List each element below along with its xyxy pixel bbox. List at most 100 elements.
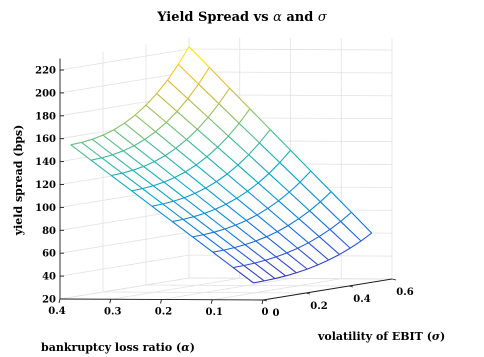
mesh-segment bbox=[259, 129, 271, 144]
mesh-segment bbox=[212, 249, 224, 253]
mesh-segment bbox=[238, 108, 251, 124]
mesh-segment bbox=[288, 181, 301, 193]
mesh-segment bbox=[156, 79, 168, 94]
mesh-segment bbox=[142, 188, 164, 205]
mesh-segment bbox=[318, 229, 331, 238]
surface-cell bbox=[233, 265, 265, 283]
mesh-segment bbox=[167, 79, 189, 100]
surface-cell bbox=[246, 214, 278, 237]
surface-cell bbox=[247, 182, 279, 209]
surface-cell bbox=[153, 182, 185, 202]
mesh-segment bbox=[279, 149, 291, 163]
mesh-segment bbox=[244, 244, 266, 261]
surface-cell bbox=[167, 64, 199, 99]
mesh-segment bbox=[243, 265, 265, 282]
surface-cell bbox=[308, 236, 340, 261]
mesh-segment bbox=[176, 111, 198, 130]
mesh-segment bbox=[102, 129, 114, 136]
mesh-segment bbox=[195, 156, 208, 166]
x-axis-label: volatility of EBIT (σ) bbox=[317, 330, 445, 343]
mesh-segment bbox=[156, 93, 178, 112]
mesh-segment bbox=[299, 170, 312, 183]
mesh-segment bbox=[142, 185, 154, 190]
surface-cell bbox=[198, 67, 230, 104]
mesh-segment bbox=[90, 159, 112, 176]
mesh-segment bbox=[257, 182, 279, 202]
y-tick-label: 0.4 bbox=[48, 306, 65, 317]
y-tick-label: 0.1 bbox=[206, 307, 223, 318]
mesh-segment bbox=[237, 164, 259, 184]
mesh-segment bbox=[224, 224, 236, 230]
chart-title: Yield Spread vs α and σ bbox=[156, 10, 328, 25]
mesh-segment bbox=[155, 131, 177, 149]
mesh-segment bbox=[132, 165, 144, 171]
surface-cell bbox=[163, 177, 195, 198]
mesh-segment bbox=[267, 207, 289, 227]
surface-cell bbox=[340, 212, 372, 242]
mesh-segment bbox=[269, 129, 291, 151]
mesh-segment bbox=[192, 234, 204, 238]
surface-cell bbox=[223, 247, 255, 266]
x-tick-mark bbox=[348, 285, 354, 288]
mesh-segment bbox=[237, 154, 250, 166]
mesh-segment bbox=[254, 259, 266, 264]
surface-cell bbox=[205, 181, 237, 205]
mesh-segment bbox=[259, 142, 281, 163]
mesh-segment bbox=[183, 197, 205, 214]
mesh-segment bbox=[310, 170, 332, 193]
surface-cell bbox=[208, 103, 240, 137]
mesh-segment bbox=[299, 181, 321, 203]
mesh-segment bbox=[187, 98, 209, 118]
mesh-segment bbox=[225, 197, 238, 205]
surface-cell bbox=[259, 129, 291, 163]
mesh-segment bbox=[224, 228, 246, 246]
mesh-segment bbox=[164, 155, 186, 173]
surface-cell bbox=[204, 209, 236, 230]
mesh-segment bbox=[203, 231, 215, 236]
mesh-segment bbox=[308, 236, 320, 244]
mesh-segment bbox=[131, 190, 153, 207]
mesh-segment bbox=[195, 164, 217, 183]
mesh-segment bbox=[319, 191, 332, 203]
mesh-segment bbox=[188, 46, 210, 68]
surface-cell bbox=[277, 225, 309, 249]
mesh-segment bbox=[171, 221, 193, 238]
mesh-segment bbox=[243, 262, 255, 267]
mesh-segment bbox=[339, 247, 351, 255]
mesh-segment bbox=[329, 229, 351, 249]
mesh-segment bbox=[111, 175, 132, 192]
mesh-segment bbox=[92, 134, 104, 140]
mesh-segment bbox=[91, 138, 113, 156]
surface-cell bbox=[265, 256, 297, 276]
grid-line bbox=[161, 278, 291, 300]
mesh-segment bbox=[229, 87, 251, 110]
surface-cell bbox=[186, 129, 218, 157]
surface-cell bbox=[216, 173, 248, 199]
y-tick-mark bbox=[261, 299, 264, 305]
mesh-segment bbox=[217, 135, 229, 148]
mesh-segment bbox=[183, 192, 196, 199]
surface-cell bbox=[196, 156, 228, 182]
mesh-segment bbox=[278, 200, 300, 220]
mesh-segment bbox=[134, 114, 156, 133]
mesh-segment bbox=[254, 262, 276, 280]
mesh-segment bbox=[218, 103, 240, 124]
surface-cell bbox=[175, 139, 207, 165]
mesh-segment bbox=[234, 247, 255, 264]
mesh-segment bbox=[205, 187, 227, 205]
surface-cell bbox=[300, 170, 332, 202]
z-tick-label: 120 bbox=[35, 180, 56, 191]
surface-cell bbox=[239, 108, 271, 143]
surface-cell bbox=[122, 170, 154, 189]
mesh-segment bbox=[226, 164, 239, 175]
mesh-segment bbox=[247, 190, 269, 209]
y-tick-label: 0.3 bbox=[104, 306, 121, 317]
surface-cell bbox=[279, 150, 311, 183]
mesh-segment bbox=[154, 161, 175, 178]
mesh-segment bbox=[245, 220, 267, 238]
mesh-segment bbox=[196, 117, 209, 130]
z-tick-label: 140 bbox=[35, 157, 56, 168]
surface-cell bbox=[144, 131, 176, 156]
surface-cell bbox=[206, 147, 238, 174]
